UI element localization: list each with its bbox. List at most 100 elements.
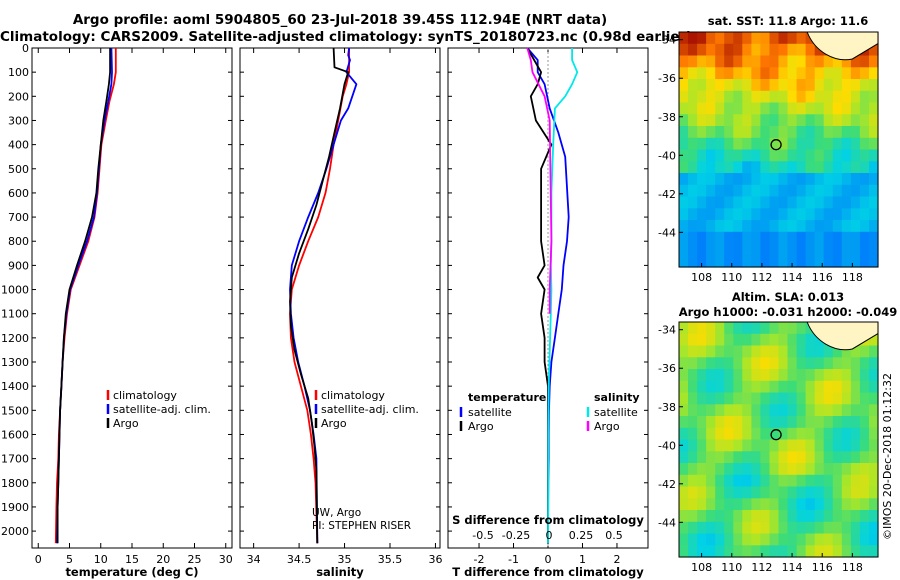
- map-cell: [787, 369, 798, 382]
- map-cell: [751, 149, 761, 162]
- map-cell: [679, 345, 689, 358]
- map-cell: [769, 463, 780, 476]
- map-cell: [814, 161, 825, 174]
- map-cell: [697, 137, 707, 151]
- map-cell: [859, 55, 870, 68]
- legend-label: Argo: [594, 420, 620, 433]
- map-cell: [841, 416, 852, 429]
- map-cell: [724, 55, 734, 68]
- map-cell: [742, 404, 752, 417]
- map-cell: [760, 243, 770, 256]
- map-cell: [742, 322, 752, 335]
- depth-tick-label: 1100: [1, 308, 29, 321]
- map-cell: [787, 208, 798, 221]
- map-cell: [679, 243, 689, 256]
- map-cell: [814, 55, 825, 68]
- x-tick-label: 34: [247, 553, 261, 566]
- depth-tick-label: 1300: [1, 356, 29, 369]
- map-cell: [850, 380, 861, 394]
- map-cell: [823, 439, 834, 452]
- map-cell: [715, 243, 725, 256]
- lat-tick-label: -38: [658, 111, 676, 124]
- map-cell: [850, 392, 861, 405]
- map-cell: [850, 137, 861, 151]
- map-cell: [769, 510, 780, 523]
- s-tick-label: 0.5: [605, 529, 623, 542]
- map-cell: [805, 149, 816, 162]
- map-cell: [778, 137, 789, 151]
- map-cell: [733, 439, 743, 452]
- map-cell: [697, 474, 707, 488]
- map-cell: [760, 392, 770, 405]
- depth-tick-label: 1800: [1, 477, 29, 490]
- map-cell: [796, 55, 807, 68]
- map-cell: [760, 90, 770, 104]
- map-cell: [805, 126, 816, 139]
- map-cell: [724, 149, 734, 162]
- depth-tick-label: 1600: [1, 428, 29, 441]
- map-cell: [859, 231, 870, 245]
- map-cell: [823, 451, 834, 464]
- map-cell: [832, 149, 843, 162]
- map-cell: [823, 231, 834, 245]
- map-cell: [733, 67, 743, 80]
- map-cell: [778, 404, 789, 417]
- map-cell: [850, 126, 861, 139]
- map-cell: [688, 369, 698, 382]
- map-cell: [769, 208, 780, 221]
- map-cell: [796, 196, 807, 209]
- map-cell: [688, 79, 698, 92]
- map-cell: [787, 533, 798, 546]
- map-cell: [742, 510, 752, 523]
- map-cell: [679, 498, 689, 511]
- map-cell: [869, 114, 879, 127]
- plot-frame-temperature: [31, 47, 233, 549]
- map-cell: [742, 255, 752, 268]
- map-cell: [814, 416, 825, 429]
- map-cell: [697, 357, 707, 370]
- map-cell: [796, 43, 807, 57]
- map-cell: [814, 369, 825, 382]
- map-cell: [841, 90, 852, 104]
- map-cell: [769, 67, 780, 80]
- map-cell: [796, 114, 807, 127]
- map-cell: [760, 102, 770, 115]
- map-cell: [760, 43, 770, 57]
- x-tick-label: 25: [188, 553, 202, 566]
- map-cell: [823, 404, 834, 417]
- map-cell: [850, 416, 861, 429]
- map-cell: [733, 196, 743, 209]
- map-cell: [869, 243, 879, 256]
- map-cell: [697, 220, 707, 233]
- map-cell: [733, 208, 743, 221]
- map-cell: [796, 173, 807, 186]
- map-cell: [679, 380, 689, 394]
- map-cell: [778, 102, 789, 115]
- map-cell: [805, 510, 816, 523]
- map-cell: [760, 161, 770, 174]
- map-cell: [697, 114, 707, 127]
- map-cell: [688, 90, 698, 104]
- map-cell: [823, 521, 834, 535]
- map-cell: [742, 90, 752, 104]
- map-cell: [859, 184, 870, 198]
- x-tick-label: 34.5: [287, 553, 312, 566]
- map-cell: [859, 345, 870, 358]
- map-cell: [706, 498, 716, 511]
- map-cell: [688, 231, 698, 245]
- map-cell: [760, 451, 770, 464]
- map-cell: [814, 451, 825, 464]
- map-cell: [787, 333, 798, 347]
- map-cell: [724, 220, 734, 233]
- map-cell: [760, 498, 770, 511]
- map-cell: [724, 439, 734, 452]
- map-cell: [823, 114, 834, 127]
- map-cell: [706, 545, 716, 558]
- map-cell: [778, 345, 789, 358]
- sst-map-title: sat. SST: 11.8 Argo: 11.6: [707, 14, 869, 28]
- map-cell: [679, 521, 689, 535]
- map-cell: [859, 486, 870, 499]
- map-cell: [814, 173, 825, 186]
- map-cell: [787, 102, 798, 115]
- map-cell: [742, 173, 752, 186]
